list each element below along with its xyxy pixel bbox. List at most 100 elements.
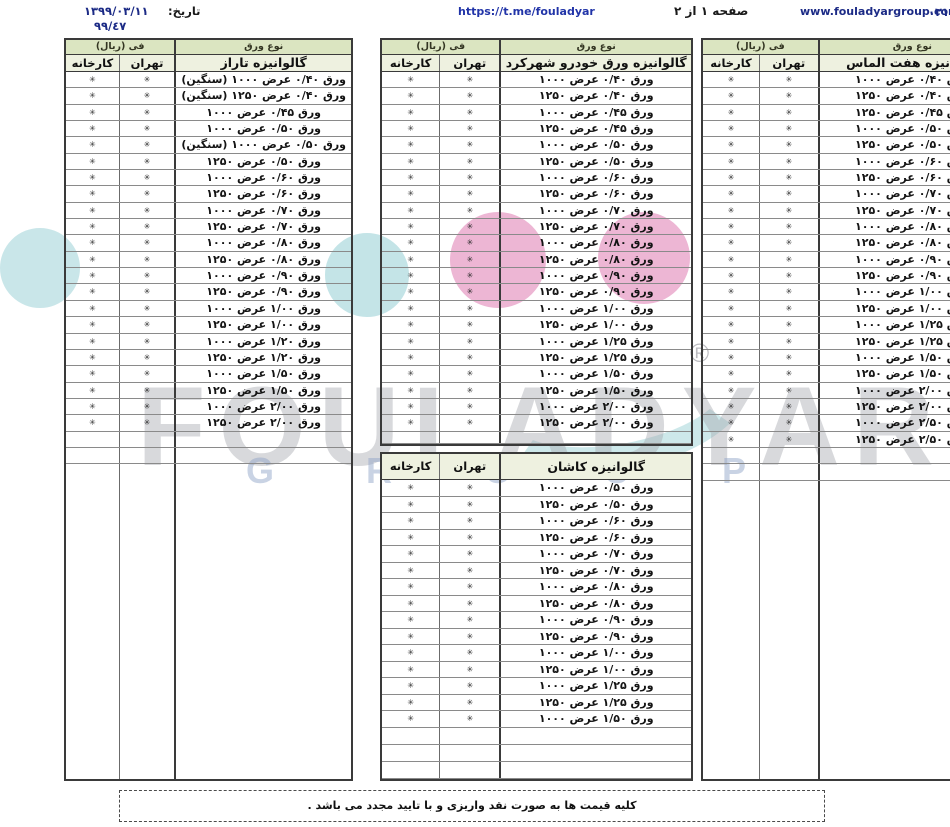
factory-price-cell: ✳	[320, 497, 377, 513]
table-row: ورق ۰/۶۰ عرض ۱۰۰۰ ✳ ✳	[4, 170, 289, 186]
sheet-type-label: ورق ۰/۷۰ عرض ۱۲۵۰	[437, 563, 629, 579]
telegram-link[interactable]: https://t.me/fouladyar	[396, 5, 533, 18]
table-row: ورق ۰/۸۰ عرض ۱۲۵۰ ✳ ✳	[320, 252, 629, 268]
sheet-type-label: ورق ۰/۵۰ عرض ۱۰۰۰	[437, 480, 629, 496]
table-row: ورق ۰/۷۰ عرض ۱۲۵۰ ✳ ✳	[641, 203, 943, 219]
table-row: ورق ۱/۲۵ عرض ۱۰۰۰ ✳ ✳	[641, 317, 943, 333]
table-row: ورق ۰/۴۵ عرض ۱۲۵۰ ✳ ✳	[320, 121, 629, 137]
factory-price-cell: ✳	[320, 203, 377, 218]
tehran-price-cell: ✳	[697, 235, 756, 250]
date-value: ۱۳۹۹/۰۳/۱۱	[22, 4, 87, 18]
sheet-type-label: ورق ۰/۴۰ عرض ۱۰۰۰	[437, 72, 629, 87]
table-column-header-row: نوع ورق فی (ریال)	[4, 40, 289, 55]
table-row: ورق ۰/۹۰ عرض ۱۰۰۰ ✳ ✳	[320, 268, 629, 284]
sheet-type-label: ورق ۲/۵۰ عرض ۱۰۰۰	[756, 415, 943, 430]
table-row: ورق ۲/۰۰ عرض ۱۰۰۰ ✳ ✳	[320, 399, 629, 415]
table-filler	[641, 481, 943, 779]
table-row: ورق ۱/۰۰ عرض ۱۲۵۰ ✳ ✳	[4, 317, 289, 333]
sheet-type-label: ورق ۱/۵۰ عرض ۱۲۵۰	[437, 383, 629, 398]
table-row: ورق ۱/۲۵ عرض ۱۲۵۰ ✳ ✳	[320, 350, 629, 366]
price-column-header: فی (ریال)	[320, 40, 437, 54]
table-brand-row: گالوانیزه کاشان تهران کارخانه	[320, 454, 629, 480]
factory-price-cell: ✳	[4, 154, 57, 169]
tehran-price-cell: ✳	[57, 88, 113, 103]
tehran-price-cell: ✳	[57, 366, 113, 381]
sheet-type-label: ورق ۱/۲۰ عرض ۱۲۵۰	[112, 350, 289, 365]
factory-price-cell: ✳	[320, 72, 377, 87]
sheet-type-label: ورق ۲/۰۰ عرض ۱۰۰۰	[112, 399, 289, 414]
table-row: ورق ۲/۵۰ عرض ۱۰۰۰ ✳ ✳	[641, 415, 943, 431]
factory-price-cell: ✳	[641, 350, 697, 365]
sheet-type-label: ورق ۰/۹۰ عرض ۱۰۰۰	[112, 268, 289, 283]
factory-price-cell: ✳	[641, 415, 697, 430]
sheet-type-label: ورق ۰/۹۰ عرض ۱۲۵۰	[756, 268, 943, 283]
tehran-column-header: تهران	[57, 55, 113, 71]
factory-price-cell: ✳	[320, 105, 377, 120]
table-row: ورق ۰/۴۵ عرض ۱۲۵۰ ✳ ✳	[641, 105, 943, 121]
tehran-price-cell: ✳	[377, 137, 437, 152]
table-row: ورق ۰/۵۰ عرض ۱۲۵۰ ✳ ✳	[320, 497, 629, 514]
factory-price-cell: ✳	[320, 154, 377, 169]
tehran-column-header: تهران	[697, 55, 756, 71]
tehran-price-cell: ✳	[377, 678, 437, 694]
tehran-price-cell: ✳	[377, 252, 437, 267]
tehran-price-cell: ✳	[377, 662, 437, 678]
sheet-type-label: ورق ۱/۵۰ عرض ۱۰۰۰	[756, 350, 943, 365]
factory-price-cell: ✳	[4, 399, 57, 414]
tehran-price-cell: ✳	[57, 284, 113, 299]
sheet-type-label: ورق ۰/۶۰ عرض ۱۲۵۰	[756, 170, 943, 185]
table-brand-row: گالوانیزه هفت الماس تهران کارخانه	[641, 55, 943, 72]
factory-price-cell: ✳	[641, 334, 697, 349]
sheet-type-label: ورق ۱/۲۵ عرض ۱۰۰۰	[437, 334, 629, 349]
factory-price-cell: ✳	[641, 219, 697, 234]
sheet-type-label: ورق ۰/۴۵ عرض ۱۰۰۰	[112, 105, 289, 120]
sheet-type-label: ورق ۰/۶۰ عرض ۱۲۵۰	[437, 530, 629, 546]
table-row: ورق ۱/۲۰ عرض ۱۰۰۰ ✳ ✳	[4, 334, 289, 350]
tehran-price-cell: ✳	[377, 203, 437, 218]
sheet-type-label: ورق ۰/۷۰ عرض ۱۰۰۰	[756, 186, 943, 201]
footer-note: کلیه قیمت ها به صورت نقد واریزی و با تای…	[57, 790, 763, 822]
tehran-price-cell: ✳	[377, 480, 437, 496]
table-row: ورق ۲/۰۰ عرض ۱۰۰۰ ✳ ✳	[641, 383, 943, 399]
sheet-type-label: ورق ۰/۵۰ عرض ۱۲۵۰	[756, 137, 943, 152]
tehran-price-cell: ✳	[377, 563, 437, 579]
table-row: ورق ۱/۰۰ عرض ۱۰۰۰ ✳ ✳	[641, 284, 943, 300]
table-row: ورق ۰/۹۰ عرض ۱۲۵۰ ✳ ✳	[320, 629, 629, 646]
tehran-price-cell: ✳	[377, 497, 437, 513]
sheet-type-label: ورق ۱/۰۰ عرض ۱۲۵۰	[112, 317, 289, 332]
tehran-price-cell: ✳	[57, 301, 113, 316]
sheet-type-label: ورق ۰/۷۰ عرض ۱۰۰۰	[437, 203, 629, 218]
table-row: ورق ۰/۵۰ عرض ۱۰۰۰ ✳ ✳	[320, 480, 629, 497]
table-row: ورق ۱/۲۵ عرض ۱۲۵۰ ✳ ✳	[641, 334, 943, 350]
table-row: ورق ۰/۵۰ عرض ۱۲۵۰ ✳ ✳	[4, 154, 289, 170]
table-row: ورق ۰/۴۵ عرض ۱۰۰۰ ✳ ✳	[4, 105, 289, 121]
table-row: ورق ۰/۴۰ عرض ۱۰۰۰ ✳ ✳	[641, 72, 943, 88]
empty-row	[320, 432, 629, 444]
empty-row	[4, 432, 289, 448]
tehran-price-cell: ✳	[57, 350, 113, 365]
table-row: ورق ۲/۵۰ عرض ۱۲۵۰ ✳ ✳	[641, 432, 943, 448]
factory-price-cell: ✳	[320, 350, 377, 365]
tehran-price-cell: ✳	[377, 268, 437, 283]
table-row: ورق ۱/۵۰ عرض ۱۰۰۰ ✳ ✳	[320, 366, 629, 382]
factory-price-cell: ✳	[4, 334, 57, 349]
factory-price-cell: ✳	[320, 530, 377, 546]
table-row: ورق ۰/۵۰ عرض ۱۰۰۰ ✳ ✳	[4, 121, 289, 137]
table-brand-row: گالوانیزه تاراز تهران کارخانه	[4, 55, 289, 72]
table-row: ورق ۰/۶۰ عرض ۱۲۵۰ ✳ ✳	[4, 186, 289, 202]
website-link[interactable]: www.fouladyargroup.com	[738, 5, 898, 18]
price-column-header: فی (ریال)	[641, 40, 756, 54]
table-row: ورق ۰/۶۰ عرض ۱۲۵۰ ✳ ✳	[320, 186, 629, 202]
tehran-column-header: تهران	[377, 454, 437, 479]
factory-price-cell: ✳	[320, 596, 377, 612]
factory-price-cell: ✳	[320, 645, 377, 661]
date-label: تاریخ:	[106, 4, 138, 18]
factory-price-cell: ✳	[4, 383, 57, 398]
sheet-type-label: ورق ۱/۵۰ عرض ۱۲۵۰	[756, 366, 943, 381]
factory-price-cell: ✳	[320, 579, 377, 595]
sheet-type-label: ورق ۰/۶۰ عرض ۱۰۰۰	[437, 170, 629, 185]
table-row: ورق ۰/۹۰ عرض ۱۲۵۰ ✳ ✳	[320, 284, 629, 300]
tehran-price-cell: ✳	[697, 268, 756, 283]
tehran-price-cell: ✳	[57, 154, 113, 169]
table-row: ورق ۰/۷۰ عرض ۱۲۵۰ ✳ ✳	[4, 219, 289, 235]
